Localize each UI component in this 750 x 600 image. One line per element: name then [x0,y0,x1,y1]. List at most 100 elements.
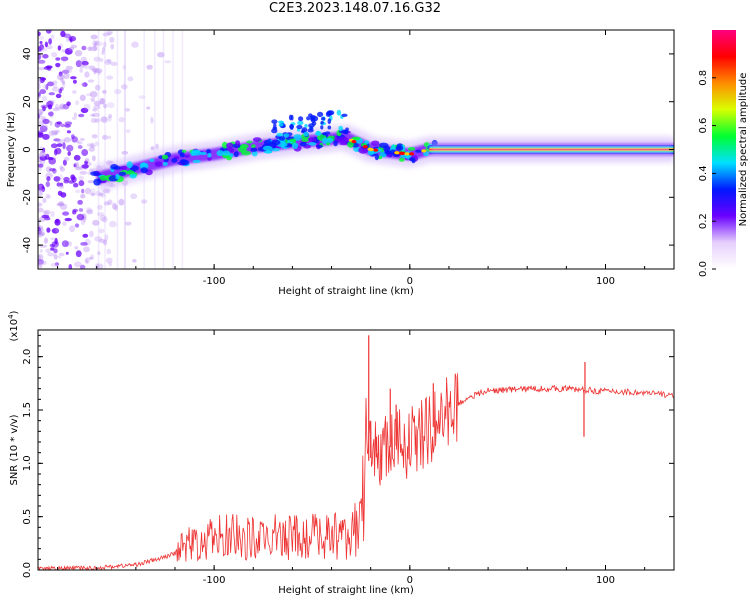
ridge-blob [308,142,317,146]
ridge-blob [233,151,239,158]
spectrogram-noise-blob [114,204,118,211]
spectrogram-noise-blob [62,142,66,150]
spectrogram-noise-blob [39,189,44,195]
ridge-blob [374,153,379,161]
spectrogram-noise-blob [38,92,41,97]
spectrogram-noise-blob [38,111,43,118]
ridge-plume-blob [341,113,348,118]
ridge-blob [351,136,361,141]
spectrogram-noise-blob [38,163,44,168]
spectrogram-noise-blob [124,221,132,226]
spectrogram-noise-blob [78,208,84,212]
spectrogram-noise-blob [75,189,81,194]
spectrogram-noise-blob [48,168,56,172]
spectrogram-noise-blob [46,176,51,182]
spectrogram-noise-blob [46,100,54,107]
spectrogram-noise-blob [42,133,50,140]
ridge-blob [263,139,272,146]
spectrogram-noise-blob [48,130,55,137]
spectrogram-noise-blob [53,248,58,254]
spectrogram-noise-blob [101,51,105,55]
spectrogram-noise-blob [48,38,52,45]
ridge-blob [192,159,201,163]
spectrogram-noise-blob [81,45,87,51]
spectrogram-noise-blob [64,121,73,126]
spectrogram-noise-blob [61,81,66,89]
spectrogram-noise-blob [60,76,64,83]
spectrogram-noise-blob [100,116,109,124]
spectrogram-noise-blob [52,80,58,85]
spectrogram-noise-blob [92,67,100,73]
spectrogram-noise-blob [55,93,62,99]
colorbar-tick-label: 0.4 [698,165,709,181]
spectrogram-noise-blob [99,57,104,63]
ridge-blob [162,161,168,166]
ridge-blob [333,139,338,147]
ridge-plume-blob [320,125,324,130]
spectrogram-noise-blob [92,112,100,118]
spectrogram-noise-blob [76,141,83,145]
ridge-blob [199,151,207,156]
spectrogram-noise-blob [81,61,89,66]
ridge-blob [262,145,273,151]
snr-ytick-label: 1.5 [22,402,33,418]
ridge-plume-blob [276,132,284,137]
spectrogram-noise-blob [90,144,96,148]
ridge-plume-blob [311,115,319,122]
spectrogram-noise-blob [55,103,59,110]
spectrogram-noise-blob [102,89,107,94]
ridge-blob [181,149,187,153]
spectrogram-noise-blob [42,118,50,125]
spectrogram-noise-blob [106,75,114,80]
spectrogram-noise-blob [60,30,66,38]
spectrogram-noise-blob [68,35,77,42]
spectrogram-noise-blob [46,30,52,34]
spectrogram-noise-blob [74,223,80,228]
spectrogram-streak [154,30,156,269]
ridge-blob [140,162,147,167]
spectrogram-noise-blob [65,65,74,71]
spectrogram-noise-blob [38,221,41,228]
spectrogram-noise-blob [78,175,84,181]
spectrogram-noise-blob [38,191,43,197]
spectrogram-noise-blob [55,227,59,233]
spectrogram-streak [124,30,126,269]
ridge-plume-blob [297,120,304,126]
ridge-plume-blob [317,111,324,118]
ridge-blob [289,138,297,142]
spectrogram-noise-blob [38,231,42,236]
spectrogram-noise-blob [66,144,74,152]
spectrogram-noise-blob [101,134,109,140]
spectrogram-noise-blob [88,256,93,260]
spectrogram-noise-blob [70,76,77,80]
snr-frame [37,329,675,571]
spectrogram-streak [143,30,145,269]
spectrogram-xtick-label: -100 [203,276,226,287]
spectrogram-noise-blob [74,246,79,250]
spectrogram-noise-blob [38,54,41,60]
spectrogram-noise-blob [110,61,118,66]
ridge-plume-blob [306,116,311,121]
spectrogram-noise-blob [93,69,97,75]
colorbar-tick-label: 0.8 [698,70,709,86]
spectrogram-noise-blob [38,232,44,236]
spectrogram-noise-blob [106,58,112,64]
spectrogram-noise-blob [58,184,64,189]
spectrogram-noise-blob [60,56,69,62]
spectrogram-noise-blob [57,45,62,51]
spectrogram-noise-blob [40,124,48,129]
spectrogram-noise-blob [61,57,67,63]
spectrogram-noise-blob [95,41,103,47]
spectrogram-xtick-label: 0 [407,276,413,287]
spectrogram-noise-blob [95,84,101,91]
spectrogram-ytick-label: 40 [22,48,33,61]
ridge-blob [222,141,228,149]
spectrogram-noise-blob [53,253,58,260]
spectrogram-noise-blob [112,202,117,210]
spectrogram-noise-blob [72,90,77,94]
spectrogram-noise-blob [106,248,112,255]
spectrogram-noise-blob [150,116,154,124]
spectrogram-noise-blob [66,101,71,106]
spectrogram-noise-blob [56,203,65,206]
spectrogram-noise-blob [38,132,44,138]
